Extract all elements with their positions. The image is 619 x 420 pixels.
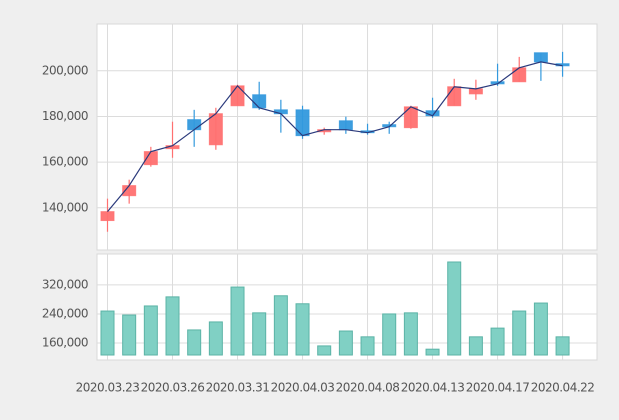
- x-tick-label: 2020.04.08: [336, 381, 400, 395]
- candle-body: [468, 88, 483, 95]
- volume-bar: [468, 336, 483, 356]
- candle-body: [338, 120, 353, 131]
- marks: [100, 51, 570, 356]
- volume-bar: [447, 261, 462, 356]
- volume-bar: [382, 313, 397, 356]
- volume-tick-label: 160,000: [42, 336, 88, 350]
- volume-bar: [165, 296, 180, 356]
- volume-tick-label: 240,000: [42, 306, 88, 320]
- volume-bar: [338, 330, 353, 356]
- candle-body: [512, 67, 527, 83]
- volume-bar: [512, 310, 527, 356]
- candle-body: [252, 94, 267, 109]
- volume-bar: [403, 312, 418, 356]
- y-tick-label: 160,000: [42, 155, 88, 169]
- x-tick-label: 2020.04.13: [401, 381, 465, 395]
- volume-bar: [230, 286, 245, 356]
- volume-bar: [208, 321, 223, 356]
- volume-bar: [490, 327, 505, 356]
- volume-bar: [295, 303, 310, 356]
- volume-bar: [143, 305, 158, 356]
- x-tick-label: 2020.03.31: [206, 381, 270, 395]
- candle-body: [533, 52, 548, 63]
- volume-bar: [252, 312, 267, 356]
- volume-bar: [360, 336, 375, 356]
- volume-bar: [317, 345, 332, 356]
- y-tick-label: 200,000: [42, 63, 88, 77]
- x-tick-label: 2020.03.23: [76, 381, 140, 395]
- candle-body: [208, 113, 223, 146]
- volume-bar: [273, 295, 288, 356]
- candle-body: [230, 85, 245, 107]
- volume-bar: [100, 310, 115, 356]
- x-tick-label: 2020.04.03: [271, 381, 335, 395]
- x-tick-label: 2020.04.17: [466, 381, 530, 395]
- x-tick-label: 2020.04.22: [531, 381, 595, 395]
- candle-body: [403, 106, 418, 129]
- candle-body: [447, 86, 462, 107]
- candle-body: [187, 119, 202, 131]
- volume-bar: [122, 314, 137, 356]
- close-line: [107, 61, 563, 213]
- volume-bar: [187, 329, 202, 356]
- candle-body: [100, 211, 115, 222]
- y-tick-label: 140,000: [42, 200, 88, 214]
- volume-bar: [533, 302, 548, 356]
- x-tick-label: 2020.03.26: [141, 381, 205, 395]
- volume-tick-label: 320,000: [42, 277, 88, 291]
- price-panel: [96, 23, 598, 251]
- volume-bar: [555, 336, 570, 356]
- volume-bar: [425, 348, 440, 356]
- y-tick-label: 180,000: [42, 109, 88, 123]
